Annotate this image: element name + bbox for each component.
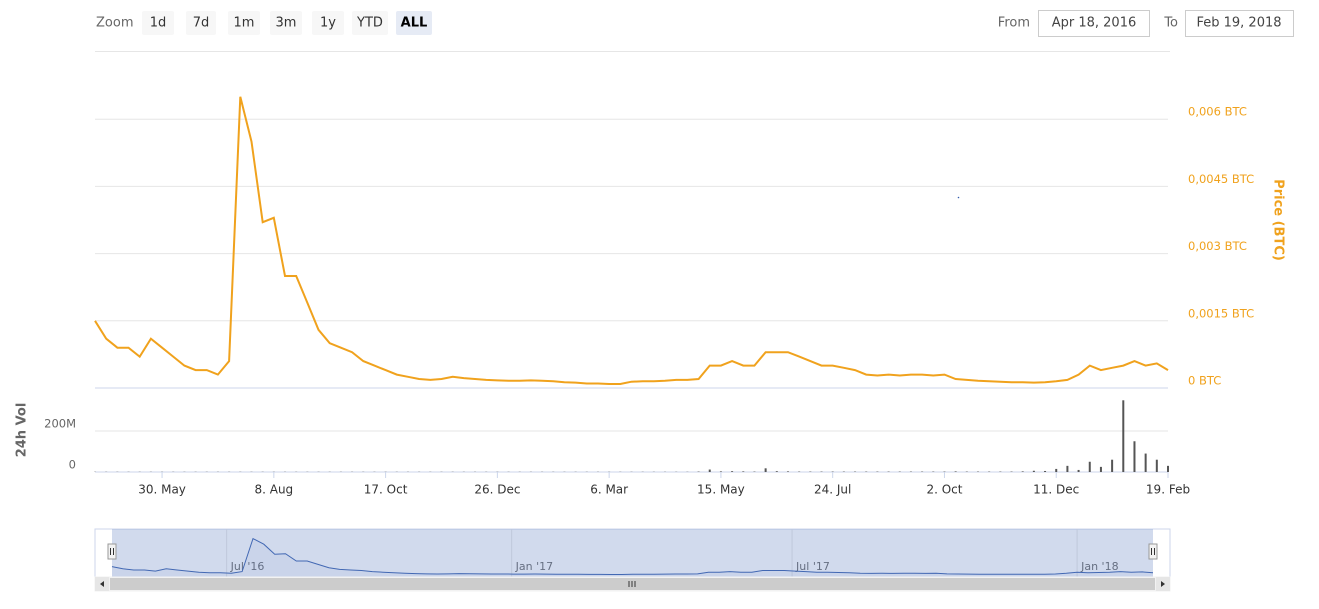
x-tick-label: 19. Feb [1146,483,1190,497]
y2-axis-title: 24h Vol [15,403,30,458]
scrollbar-grip [628,581,636,587]
volume-bar [719,471,722,472]
zoom-button[interactable]: 3m [270,11,302,35]
button-bg [312,11,344,35]
volume-bar [1155,459,1158,472]
x-tick-label: 8. Aug [254,483,293,497]
button-label[interactable]: 1y [320,16,336,31]
navigator-handle[interactable] [107,543,117,560]
x-tick-label: 15. May [697,483,745,497]
scroll-right-arrow [1161,581,1165,587]
button-bg [352,11,388,35]
to-label: To [1163,16,1178,31]
button-bg [396,11,432,35]
from-value: Apr 18, 2016 [1052,16,1137,31]
navigator-tick-label: Jan '17 [515,560,553,573]
button-label[interactable]: 7d [193,16,210,31]
price-line [94,96,1169,385]
y-tick-label: 0,006 BTC [1188,105,1247,119]
zoom-button[interactable]: 1y [312,11,344,35]
y2-tick-label: 0 [69,458,76,472]
navigator-tick-label: Jul '16 [230,560,265,573]
volume-bar [1122,400,1125,472]
y2-tick-label: 200M [44,417,76,431]
volume-bar [954,471,957,472]
button-label[interactable]: 1d [150,16,167,31]
button-label[interactable]: 3m [276,16,297,31]
volume-bar [1144,453,1147,472]
y-tick-label: 0,0045 BTC [1188,172,1254,186]
button-bg [186,11,216,35]
from-input[interactable] [1038,10,1150,37]
x-tick-label: 17. Oct [364,483,408,497]
to-value: Feb 19, 2018 [1196,16,1281,31]
volume-bar [1055,468,1058,472]
y-tick-label: 0 BTC [1188,374,1221,388]
x-tick-label: 2. Oct [926,483,962,497]
zoom-button[interactable]: YTD [352,11,388,35]
x-tick-label: 26. Dec [474,483,520,497]
volume-bar [1021,471,1024,472]
volume-bar [1077,469,1080,472]
zoom-button[interactable]: ALL [396,11,432,35]
volume-bar [1044,470,1047,472]
y-tick-label: 0,0015 BTC [1188,306,1254,320]
navigator-bg [94,528,1171,578]
handle-grip [1151,548,1155,555]
x-tick-label: 11. Dec [1033,483,1079,497]
handle-box [107,543,117,560]
volume-bar [764,468,767,472]
volume-bar [786,471,789,472]
volume-bar [708,469,711,472]
volume-bar [1032,470,1035,472]
handle-box [1148,543,1158,560]
navigator-mask [112,529,1153,577]
volume-bar [1099,466,1102,472]
zoom-buttons: 1d 7d 1m 3m 1y YTD ALL [142,11,432,35]
volume-bar [1167,465,1169,472]
x-tick-label: 30. May [138,483,186,497]
navigator-tick-label: Jul '17 [795,560,830,573]
x-tick-label: 6. Mar [590,483,628,497]
x-tick-label: 24. Jul [814,483,851,497]
button-bg [142,11,174,35]
button-label[interactable]: YTD [356,16,383,31]
volume-bar [1133,441,1136,472]
zoom-label: Zoom [96,16,133,31]
button-bg [228,11,260,35]
zoom-button[interactable]: 7d [186,11,216,35]
scroll-left-arrow [100,581,104,587]
button-bg [270,11,302,35]
from-label: From [998,16,1030,31]
to-input[interactable] [1185,10,1294,37]
navigator-tick-label: Jan '18 [1080,560,1118,573]
volume-bar [1088,461,1091,472]
volume-bar [775,471,778,472]
volume-bar [742,471,745,472]
zoom-button[interactable]: 1d [142,11,174,35]
volume-bar [1066,465,1069,472]
volume-bar [731,471,734,472]
stray-dot [957,196,960,199]
button-label[interactable]: ALL [401,16,428,31]
y-tick-label: 0,003 BTC [1188,239,1247,253]
volume-bar [1111,459,1114,472]
handle-grip [110,548,114,555]
y-axis-title: Price (BTC) [1271,179,1286,261]
navigator-handle[interactable] [1148,543,1158,560]
zoom-button[interactable]: 1m [228,11,260,35]
navigator-line [111,537,1154,575]
button-label[interactable]: 1m [234,16,255,31]
